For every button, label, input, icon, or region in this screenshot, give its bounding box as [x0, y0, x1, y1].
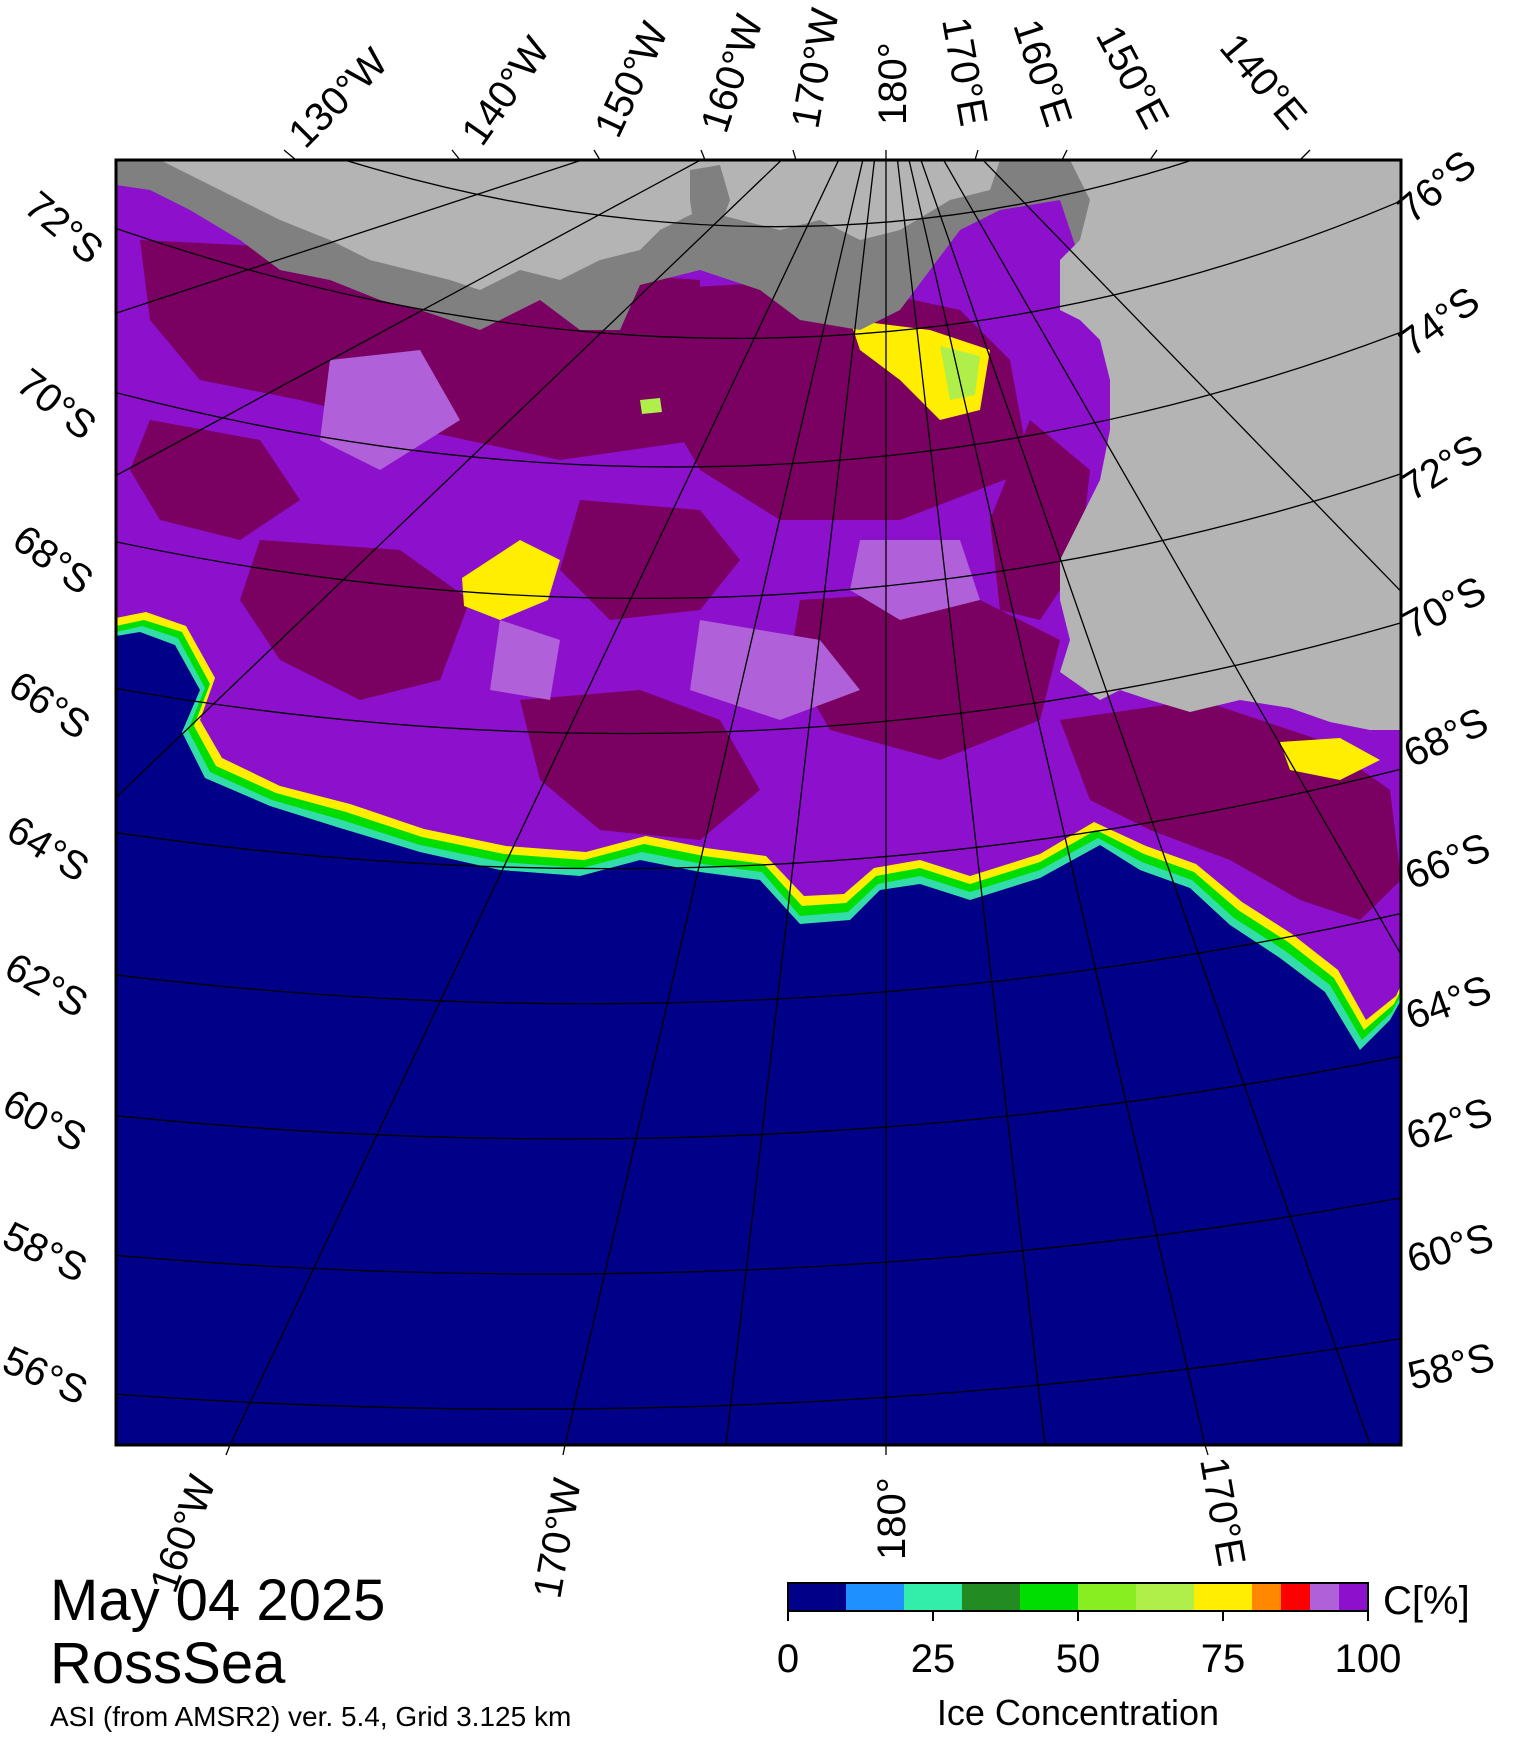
- lon-label-top: 160°W: [693, 9, 772, 137]
- lat-label-right: 68°S: [1397, 699, 1495, 776]
- lon-label-top: 180°: [871, 42, 915, 125]
- lat-label-left: 72°S: [16, 183, 111, 273]
- lat-label-left: 60°S: [0, 1081, 93, 1161]
- lat-label-right: 72°S: [1393, 426, 1490, 510]
- lat-label-right: 74°S: [1391, 278, 1487, 365]
- colorbar-cell: [1136, 1583, 1195, 1611]
- colorbar-cell: [904, 1583, 963, 1611]
- lat-label-right: 62°S: [1401, 1090, 1498, 1159]
- colorbar-cell: [1078, 1583, 1137, 1611]
- lat-label-right: 64°S: [1400, 967, 1497, 1038]
- lat-label-left: 70°S: [8, 360, 104, 448]
- lon-label-top: 170°E: [933, 14, 995, 129]
- lon-label-top: 140°W: [453, 29, 558, 153]
- lat-label-left: 66°S: [1, 663, 98, 748]
- colorbar: 0 25 50 75 100 C[%] Ice Concentration: [777, 1579, 1470, 1733]
- parallels: [116, 160, 1401, 1410]
- colorbar-cell: [846, 1583, 905, 1611]
- frame-ticks: [225, 149, 1311, 1456]
- lon-label-top: 150°E: [1087, 19, 1177, 136]
- lon-label-top: 140°E: [1211, 26, 1315, 138]
- colorbar-tick-label: 0: [777, 1637, 799, 1681]
- lat-label-right: 58°S: [1404, 1335, 1499, 1399]
- lat-label-left: 56°S: [0, 1338, 94, 1414]
- colorbar-axis-label: Ice Concentration: [937, 1692, 1219, 1733]
- colorbar-unit-label: C[%]: [1383, 1579, 1470, 1623]
- map-date: May 04 2025: [50, 1568, 386, 1633]
- colorbar-cell: [1020, 1583, 1079, 1611]
- lat-label-left: 68°S: [5, 517, 101, 604]
- colorbar-tick-label: 25: [911, 1637, 956, 1681]
- colorbar-ticks: [787, 1611, 1369, 1621]
- lat-label-right: 66°S: [1399, 825, 1496, 898]
- colorbar-cell: [1252, 1583, 1282, 1611]
- graticule: [116, 160, 1401, 1445]
- lat-label-right: 76°S: [1390, 142, 1485, 232]
- colorbar-tick-labels: 0 25 50 75 100: [777, 1637, 1402, 1681]
- colorbar-cell: [1281, 1583, 1311, 1611]
- lon-label-bottom: 180°: [870, 1477, 914, 1560]
- colorbar-tick-label: 50: [1056, 1637, 1101, 1681]
- colorbar-cell: [1339, 1583, 1369, 1611]
- meridians: [116, 160, 1401, 1445]
- region-name: RossSea: [50, 1631, 286, 1696]
- colorbar-cell: [788, 1583, 847, 1611]
- lat-label-right: 60°S: [1402, 1215, 1498, 1281]
- ice-shelf-tongue: [690, 165, 730, 240]
- lon-label-top: 160°E: [1004, 14, 1080, 132]
- colorbar-cells: [788, 1583, 1369, 1611]
- lon-label-bottom: 170°W: [526, 1475, 590, 1602]
- lon-label-top: 130°W: [280, 40, 396, 156]
- left-latitude-labels: 72°S 70°S 68°S 66°S 64°S 62°S 60°S 58°S …: [0, 183, 111, 1413]
- lon-label-bottom: 170°E: [1191, 1454, 1253, 1569]
- colorbar-cell: [1194, 1583, 1253, 1611]
- colorbar-tick-label: 75: [1201, 1637, 1246, 1681]
- lat-label-right: 70°S: [1396, 568, 1494, 648]
- top-longitude-labels: 130°W 140°W 150°W 160°W 170°W 180° 170°E…: [280, 5, 1315, 156]
- lon-label-top: 170°W: [784, 5, 848, 132]
- colorbar-cell: [962, 1583, 1021, 1611]
- map-frame: [114, 158, 1403, 1447]
- lat-label-left: 58°S: [0, 1214, 94, 1292]
- lat-label-left: 62°S: [0, 945, 95, 1027]
- polynya-features: [462, 320, 1380, 780]
- product-info: ASI (from AMSR2) ver. 5.4, Grid 3.125 km: [50, 1701, 572, 1732]
- lat-label-left: 64°S: [0, 807, 96, 891]
- lon-label-top: 150°W: [586, 16, 677, 144]
- colorbar-cell: [1310, 1583, 1340, 1611]
- colorbar-tick-label: 100: [1335, 1637, 1402, 1681]
- right-latitude-labels: 76°S 74°S 72°S 70°S 68°S 66°S 64°S 62°S …: [1390, 142, 1499, 1399]
